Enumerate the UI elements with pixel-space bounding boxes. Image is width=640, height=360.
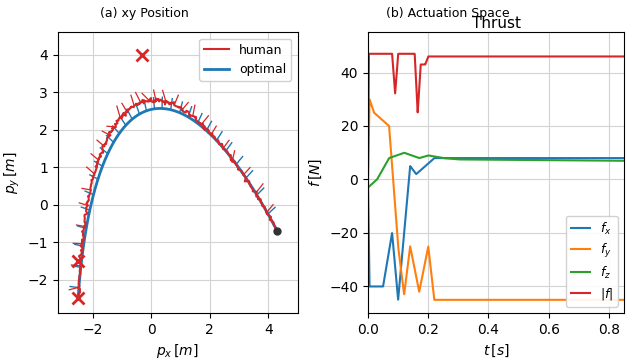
Legend: $f_x$, $f_y$, $f_z$, $|f|$: $f_x$, $f_y$, $f_z$, $|f|$: [566, 216, 618, 307]
Legend: human, optimal: human, optimal: [199, 39, 291, 81]
human: [157, 98, 165, 103]
human: [75, 292, 83, 297]
Line: $f_z$: $f_z$: [368, 153, 624, 188]
$|f|$: [615, 54, 623, 59]
$f_x$: [474, 156, 481, 160]
optimal: [162, 107, 170, 111]
$f_x$: [615, 156, 623, 160]
optimal: [74, 296, 82, 300]
$f_y$: [364, 177, 372, 182]
Title: Thrust: Thrust: [472, 16, 520, 31]
optimal: [163, 107, 170, 111]
$f_x$: [408, 167, 416, 171]
$|f|$: [588, 54, 595, 59]
Y-axis label: $f\,[N]$: $f\,[N]$: [307, 158, 324, 188]
$|f|$: [620, 54, 628, 59]
$f_x$: [620, 156, 628, 160]
Line: $f_y$: $f_y$: [368, 99, 624, 300]
$f_x$: [588, 156, 595, 160]
$f_y$: [365, 97, 373, 102]
Text: (b) Actuation Space: (b) Actuation Space: [386, 7, 510, 20]
human: [76, 297, 83, 302]
$f_y$: [394, 233, 401, 237]
human: [162, 99, 170, 103]
Line: optimal: optimal: [78, 108, 277, 298]
Text: (a) xy Position: (a) xy Position: [100, 7, 188, 20]
human: [273, 229, 281, 233]
$f_z$: [615, 158, 623, 163]
$f_x$: [463, 156, 470, 160]
$f_x$: [394, 297, 402, 302]
$f_y$: [463, 298, 470, 302]
X-axis label: $p_x\,[m]$: $p_x\,[m]$: [156, 342, 199, 360]
$f_y$: [615, 298, 623, 302]
$f_z$: [620, 159, 628, 163]
optimal: [74, 294, 82, 298]
human: [224, 152, 232, 156]
$|f|$: [394, 63, 401, 67]
$f_z$: [474, 157, 481, 162]
$f_z$: [394, 153, 401, 157]
optimal: [228, 156, 236, 160]
$f_x$: [394, 287, 401, 292]
human: [245, 179, 253, 183]
Y-axis label: $p_y\,[m]$: $p_y\,[m]$: [3, 152, 22, 194]
Line: $f_x$: $f_x$: [368, 158, 624, 300]
$f_y$: [588, 298, 595, 302]
$f_z$: [588, 158, 595, 163]
$f_x$: [431, 156, 438, 160]
human: [147, 96, 155, 100]
$f_z$: [400, 150, 408, 155]
human: [156, 98, 164, 102]
$f_y$: [431, 298, 438, 302]
$|f|$: [365, 51, 372, 56]
$|f|$: [463, 54, 470, 59]
X-axis label: $t\,[s]$: $t\,[s]$: [483, 342, 509, 359]
$|f|$: [408, 51, 416, 56]
optimal: [156, 106, 164, 111]
$f_x$: [364, 177, 372, 182]
$f_y$: [620, 298, 628, 302]
$f_z$: [463, 157, 470, 162]
optimal: [246, 182, 253, 186]
$|f|$: [364, 177, 372, 182]
$|f|$: [474, 54, 481, 59]
optimal: [273, 229, 281, 233]
$f_z$: [408, 154, 416, 158]
$f_y$: [474, 298, 481, 302]
optimal: [167, 108, 175, 112]
Line: $|f|$: $|f|$: [368, 54, 624, 180]
$f_y$: [408, 256, 416, 260]
Line: human: human: [78, 98, 277, 300]
$f_z$: [364, 185, 372, 190]
